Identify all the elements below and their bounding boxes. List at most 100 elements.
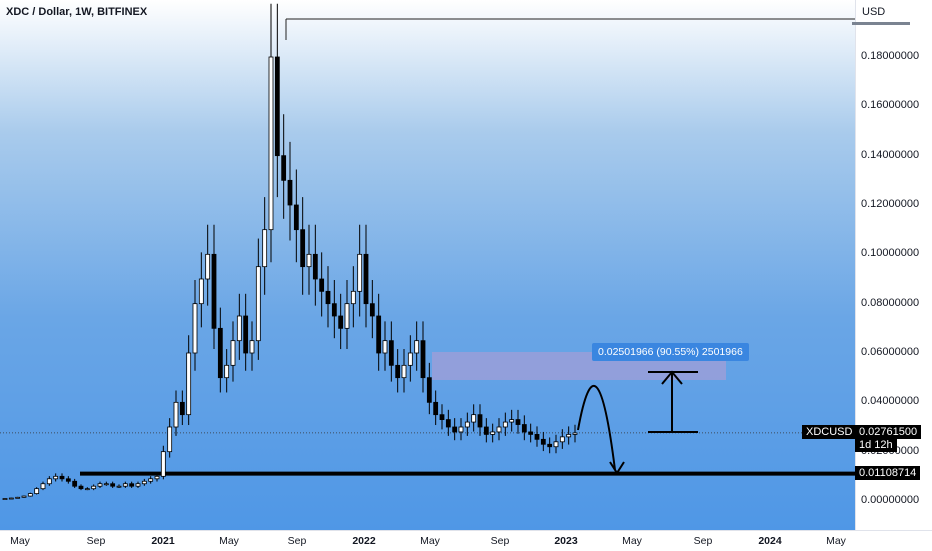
measure-label[interactable]: 0.02501966 (90.55%) 2501966 — [592, 343, 749, 361]
candle-body — [433, 401, 439, 416]
candle-body — [84, 488, 90, 491]
candle-body — [420, 340, 426, 379]
candle-body — [78, 485, 84, 490]
candle-body — [534, 433, 540, 440]
candle-body — [439, 414, 445, 420]
chart-area[interactable] — [0, 0, 855, 530]
candle-body — [236, 315, 242, 342]
support-price-badge: 0.01108714 — [855, 466, 921, 480]
candle-body — [407, 352, 413, 366]
candle-body — [553, 441, 559, 448]
candle-body — [116, 485, 122, 488]
y-tick-label: 0.18000000 — [861, 50, 920, 62]
candle-body — [395, 364, 401, 379]
x-tick-label: Sep — [693, 535, 713, 547]
candle-body — [445, 419, 451, 428]
candle-body — [198, 278, 204, 305]
candle-body — [243, 315, 249, 354]
candle-body — [363, 253, 369, 305]
candle-body — [572, 432, 578, 435]
candle-body — [274, 56, 280, 157]
candle-body — [306, 253, 312, 268]
candle-body — [458, 426, 464, 433]
candle-body — [502, 421, 508, 428]
candle-body — [350, 290, 356, 305]
x-tick-label: 2021 — [151, 535, 175, 547]
candle-body — [230, 340, 236, 366]
candle-body — [34, 488, 40, 494]
currency-label[interactable]: USD — [862, 6, 886, 18]
x-tick-label: May — [10, 535, 30, 547]
candle-body — [388, 340, 394, 366]
candle-body — [414, 340, 420, 354]
candle-body — [192, 303, 198, 354]
currency-underline — [852, 22, 910, 25]
candle-body — [8, 497, 14, 500]
candle-body — [148, 478, 154, 482]
candle-body — [464, 421, 470, 428]
candle-body — [91, 485, 97, 490]
y-tick-label: 0.06000000 — [861, 346, 920, 358]
candle-body — [53, 475, 59, 480]
y-tick-label: 0.16000000 — [861, 99, 920, 112]
candle-body — [103, 483, 109, 486]
candle-body — [509, 419, 515, 423]
candle-body — [173, 401, 179, 428]
candle-body — [515, 419, 521, 425]
candle-body — [154, 475, 160, 480]
candle-body — [490, 431, 496, 435]
y-tick-label: 0.00000000 — [861, 494, 920, 506]
x-tick-label: Sep — [287, 535, 307, 547]
candle-body — [15, 496, 21, 499]
candle-body — [122, 483, 128, 487]
candle-body — [293, 204, 299, 231]
candle-body — [110, 483, 116, 487]
candle-body — [528, 431, 534, 435]
y-tick-label: 0.04000000 — [861, 395, 920, 408]
x-tick-label: 2022 — [352, 535, 376, 547]
candle-body — [471, 414, 477, 423]
candle-body — [559, 436, 565, 443]
countdown-badge: 1d 12h — [855, 438, 897, 452]
candle-body — [338, 315, 344, 329]
candle-body — [281, 155, 287, 181]
candle-body — [312, 253, 318, 280]
x-tick-label: 2023 — [554, 535, 578, 547]
candle-body — [255, 266, 261, 342]
chart-title: XDC / Dollar, 1W, BITFINEX — [6, 6, 148, 18]
candle-body — [325, 290, 331, 305]
x-tick-label: 2024 — [758, 535, 782, 547]
time-axis[interactable] — [0, 530, 932, 551]
candle-body — [483, 426, 489, 435]
candle-body — [268, 56, 274, 231]
candle-body — [477, 414, 483, 428]
candle-body — [21, 495, 27, 498]
candle-body — [357, 253, 363, 292]
candle-body — [382, 340, 388, 354]
candle-body — [547, 443, 553, 448]
x-tick-label: May — [622, 535, 642, 547]
candle-body — [521, 424, 527, 433]
projection-arc — [577, 384, 616, 471]
candle-body — [376, 315, 382, 354]
candle-body — [426, 377, 432, 403]
x-tick-label: Sep — [86, 535, 106, 547]
candle-body — [27, 493, 33, 497]
candle-body — [205, 253, 211, 280]
candle-body — [344, 303, 350, 329]
candle-body — [287, 179, 293, 206]
candle-body — [65, 478, 71, 482]
candle-body — [401, 364, 407, 379]
candle-body — [160, 451, 166, 477]
candle-body — [331, 303, 337, 317]
candle-body — [211, 253, 217, 329]
candle-body — [59, 475, 65, 480]
projection-arrowhead — [609, 461, 625, 475]
measure-arrowhead — [661, 370, 683, 385]
last-price-badge: 0.02761500 — [855, 425, 922, 439]
candle-body — [540, 438, 546, 445]
candle-body — [249, 340, 255, 354]
candle-body — [369, 303, 375, 317]
candle-body — [97, 483, 103, 487]
